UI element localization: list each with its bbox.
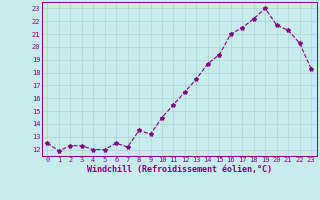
X-axis label: Windchill (Refroidissement éolien,°C): Windchill (Refroidissement éolien,°C)	[87, 165, 272, 174]
